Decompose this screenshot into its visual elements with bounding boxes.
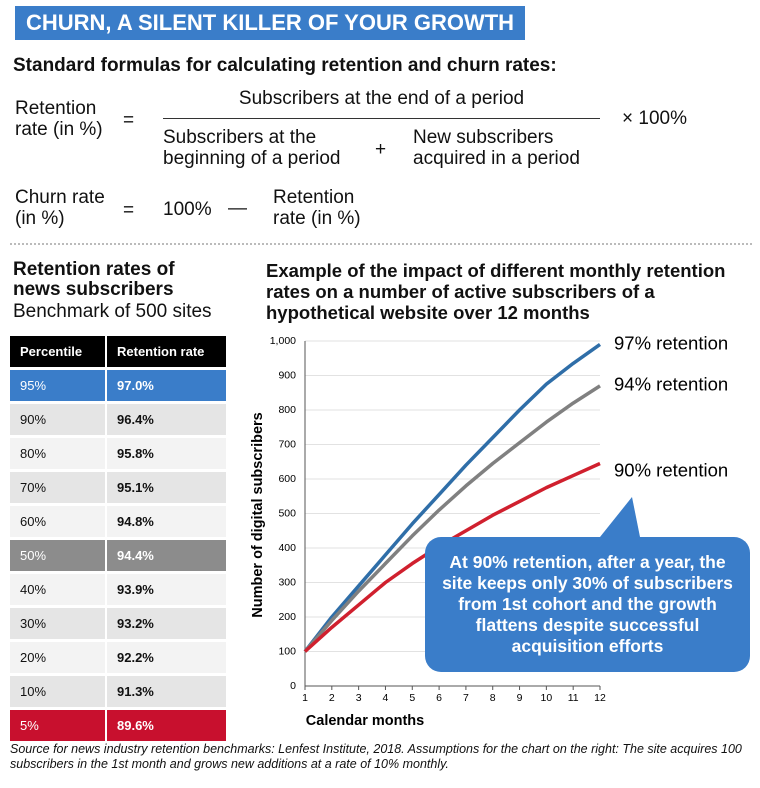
subtitle: Standard formulas for calculating retent… (13, 55, 557, 76)
table-cell: 95% (10, 370, 107, 401)
x-axis-label: Calendar months (306, 713, 424, 729)
fraction-line (163, 118, 600, 119)
callout-box (425, 537, 750, 672)
table-row: 5% 89.6% (10, 710, 226, 741)
table-row: 10% 91.3% (10, 676, 226, 707)
multiplier: × 100% (622, 108, 687, 129)
equals: = (123, 110, 135, 131)
table-row: 20% 92.2% (10, 642, 226, 673)
x-tick-label: 8 (490, 692, 496, 704)
hundred: 100% (163, 199, 212, 220)
y-axis-label: Number of digital subscribers (250, 412, 266, 617)
formula-term: Retention rate (in %) (273, 187, 361, 229)
numerator: Subscribers at the end of a period (238, 88, 525, 109)
table-cell: 91.3% (107, 676, 226, 707)
table-cell: 60% (10, 506, 107, 537)
minus: — (228, 198, 247, 219)
table-cell: 92.2% (107, 642, 226, 673)
x-tick-label: 11 (568, 692, 579, 704)
table-cell: 70% (10, 472, 107, 503)
series-label: 90% retention (614, 459, 728, 480)
y-tick-label: 200 (278, 611, 296, 623)
x-tick-label: 1 (302, 692, 308, 704)
callout-text: At 90% retention, after a year, the site… (442, 552, 733, 656)
formula-label: Retention rate (in %) (15, 98, 103, 140)
plus: + (375, 139, 387, 160)
y-tick-label: 700 (278, 438, 296, 450)
y-tick-label: 900 (278, 369, 296, 381)
table-cell: 30% (10, 608, 107, 639)
column-header: Retention rate (107, 336, 226, 367)
table-row: 90% 96.4% (10, 404, 226, 435)
table-cell: 50% (10, 540, 107, 571)
table-cell: 94.8% (107, 506, 226, 537)
x-tick-label: 12 (594, 692, 606, 704)
callout-pointer (600, 497, 640, 537)
table-cell: 95.1% (107, 472, 226, 503)
y-tick-label: 400 (278, 542, 296, 554)
table-row: 80% 95.8% (10, 438, 226, 469)
table-cell: 96.4% (107, 404, 226, 435)
denominator: New subscribers acquired in a period (413, 127, 580, 169)
table-row: 60% 94.8% (10, 506, 226, 537)
y-tick-label: 100 (278, 645, 296, 657)
series-line (303, 343, 602, 653)
chart-title: Example of the impact of different month… (266, 260, 726, 323)
series-line (303, 384, 601, 653)
y-tick-label: 0 (290, 680, 296, 692)
table-row: 95% 97.0% (10, 370, 226, 401)
table-cell: 40% (10, 574, 107, 605)
table-header: Percentile Retention rate (10, 336, 226, 367)
table-cell: 5% (10, 710, 107, 741)
table-title: Retention rates of news subscribers (13, 259, 175, 300)
footnote: Source for news industry retention bench… (10, 742, 742, 771)
separator (10, 243, 752, 245)
formula-label: Churn rate (in %) (15, 187, 105, 229)
series-label: 97% retention (614, 332, 728, 353)
x-tick-label: 9 (517, 692, 523, 704)
y-tick-label: 800 (278, 404, 296, 416)
table-body: 95% 97.0% 90% 96.4% 80% 95.8% 70% 95.1% 60% 94.8%… (10, 370, 226, 741)
y-tick-label: 500 (278, 507, 296, 519)
table-cell: 93.9% (107, 574, 226, 605)
x-tick-label: 10 (541, 692, 553, 704)
title: CHURN, A SILENT KILLER OF YOUR GROWTH (25, 10, 515, 35)
column-header: Percentile (10, 336, 107, 367)
table-cell: 10% (10, 676, 107, 707)
table-row: 70% 95.1% (10, 472, 226, 503)
y-tick-label: 1,000 (270, 335, 296, 347)
table-cell: 20% (10, 642, 107, 673)
title-bar (15, 6, 525, 40)
table-cell: 94.4% (107, 540, 226, 571)
table-cell: 97.0% (107, 370, 226, 401)
table-row: 30% 93.2% (10, 608, 226, 639)
table-cell: 90% (10, 404, 107, 435)
x-tick-label: 6 (436, 692, 442, 704)
table-row: 40% 93.9% (10, 574, 226, 605)
x-tick-label: 2 (329, 692, 335, 704)
denominator: Subscribers at the beginning of a period (163, 127, 341, 169)
x-tick-label: 3 (356, 692, 362, 704)
table: Percentile Retention rate 95% 97.0% 90% 96.4%… (10, 333, 226, 744)
table-subtitle: Benchmark of 500 sites (13, 301, 212, 322)
equals: = (123, 200, 135, 221)
x-tick-label: 4 (383, 692, 389, 704)
table-cell: 93.2% (107, 608, 226, 639)
table-cell: 89.6% (107, 710, 226, 741)
table-row: 50% 94.4% (10, 540, 226, 571)
x-tick-label: 5 (409, 692, 415, 704)
series-label: 94% retention (614, 374, 728, 395)
y-tick-label: 300 (278, 576, 296, 588)
y-tick-label: 600 (278, 473, 296, 485)
x-tick-label: 7 (463, 692, 469, 704)
table-cell: 80% (10, 438, 107, 469)
table-cell: 95.8% (107, 438, 226, 469)
